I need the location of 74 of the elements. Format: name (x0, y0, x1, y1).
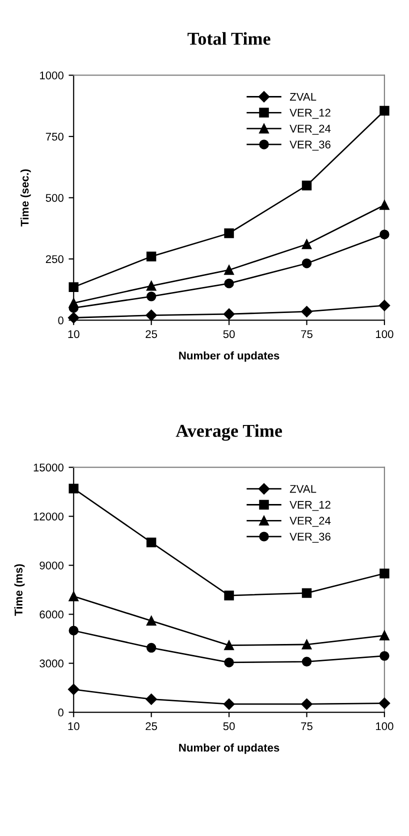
point (301, 698, 312, 710)
point (224, 265, 234, 275)
point (380, 106, 390, 116)
y-tick-label: 250 (46, 255, 64, 264)
point (146, 310, 157, 321)
x-tick-label: 25 (146, 722, 158, 730)
point (146, 538, 156, 548)
legend-label: ZVAL (290, 92, 316, 101)
y-axis-title: Time (sec.) (20, 169, 31, 227)
point (302, 656, 312, 667)
legend-label: VER_24 (290, 124, 331, 135)
x-axis-title: Number of updates (179, 351, 280, 362)
legend-label: VER_12 (290, 108, 330, 119)
point (380, 200, 390, 210)
x-tick-label: 10 (68, 722, 80, 730)
y-tick-label: 0 (58, 316, 64, 324)
point (68, 591, 78, 602)
y-tick-label: 3000 (40, 660, 64, 668)
point (224, 658, 234, 668)
y-tick-label: 500 (46, 194, 64, 202)
y-axis-title: Time (ms) (14, 564, 25, 616)
point (380, 651, 390, 661)
x-tick-label: 75 (301, 330, 312, 338)
point (223, 308, 235, 320)
point (302, 239, 312, 250)
legend-label: VER_24 (290, 516, 331, 527)
point (68, 282, 78, 292)
point (380, 630, 390, 640)
legend-label: ZVAL (290, 485, 316, 493)
point (68, 626, 78, 636)
y-tick-label: 6000 (40, 610, 64, 618)
point (224, 640, 234, 650)
point (146, 616, 156, 626)
point (146, 281, 156, 291)
point (378, 698, 390, 709)
point (224, 228, 234, 238)
point (302, 180, 312, 190)
point (380, 568, 390, 578)
x-axis-title: Number of updates (179, 743, 280, 754)
point (380, 230, 390, 240)
chart-title: Average Time (176, 424, 282, 441)
x-tick-label: 50 (223, 330, 235, 338)
x-tick-label: 75 (301, 722, 312, 730)
point (302, 588, 312, 598)
point (378, 300, 390, 312)
x-tick-label: 10 (68, 330, 80, 338)
point (146, 292, 156, 302)
legend-label: VER_12 (290, 500, 330, 511)
y-tick-label: 0 (58, 708, 64, 716)
x-tick-label: 25 (146, 330, 158, 338)
legend-label: VER_36 (290, 532, 330, 543)
point (146, 642, 156, 653)
point (224, 278, 234, 288)
chart-title: Total Time (188, 32, 270, 45)
legend-label: VER_36 (290, 140, 330, 151)
point (302, 640, 312, 650)
y-tick-label: 750 (46, 132, 64, 141)
y-tick-label: 12000 (34, 512, 64, 520)
point (302, 258, 312, 268)
x-tick-label: 100 (376, 330, 394, 338)
point (146, 252, 156, 262)
point (301, 306, 312, 318)
point (146, 694, 157, 705)
point (68, 298, 78, 308)
y-tick-label: 1000 (40, 72, 64, 80)
y-tick-label: 15000 (34, 464, 64, 472)
point (68, 684, 80, 696)
point (68, 312, 80, 324)
x-tick-label: 100 (376, 722, 394, 730)
point (224, 590, 234, 600)
point (68, 484, 78, 494)
x-tick-label: 50 (223, 722, 235, 730)
point (223, 698, 235, 710)
y-tick-label: 9000 (40, 562, 64, 570)
